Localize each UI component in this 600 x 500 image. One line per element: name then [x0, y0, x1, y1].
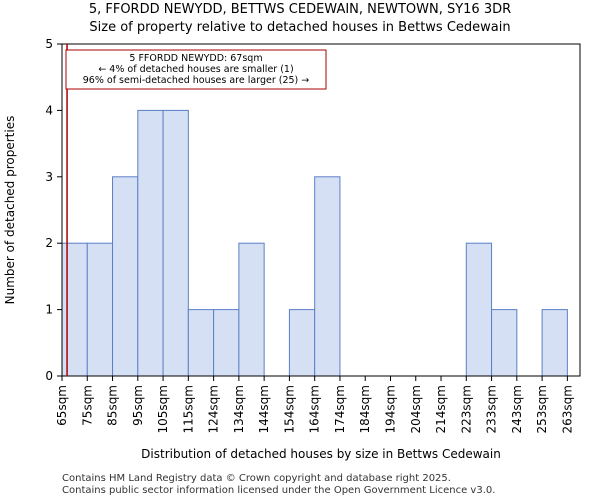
- x-tick-label: 243sqm: [510, 385, 524, 433]
- x-tick-label: 115sqm: [181, 385, 195, 433]
- x-ticks-group: 65sqm 75sqm 85sqm 95sqm 105sqm 115sqm 124sqm 13…: [55, 376, 574, 433]
- y-tick-label: 4: [45, 103, 53, 117]
- annotation-line-2: ← 4% of detached houses are smaller (1): [98, 64, 293, 75]
- x-tick-label: 154sqm: [282, 385, 296, 433]
- bar-75sqm: [86, 242, 114, 377]
- x-tick-label: 214sqm: [434, 385, 448, 433]
- x-tick-label: 233sqm: [485, 385, 499, 433]
- y-tick-label: 1: [45, 303, 53, 317]
- bar-223sqm: [465, 242, 493, 377]
- x-tick-label: 144sqm: [257, 385, 271, 433]
- bar-233sqm: [491, 309, 518, 377]
- x-tick-label: 194sqm: [383, 385, 397, 433]
- x-tick-label: 174sqm: [333, 385, 347, 433]
- chart-subtitle: Size of property relative to detached ho…: [89, 20, 511, 35]
- x-tick-label: 105sqm: [156, 385, 170, 433]
- x-tick-label: 223sqm: [459, 385, 473, 433]
- annotation-box: 5 FFORDD NEWYDD: 67sqm ← 4% of detached …: [65, 49, 327, 90]
- footer-copyright: Contains HM Land Registry data © Crown c…: [62, 473, 451, 484]
- bar-65sqm: [61, 242, 88, 377]
- bar-115sqm: [187, 309, 215, 377]
- plot-frame: [61, 43, 581, 377]
- bar-134sqm: [238, 242, 265, 377]
- y-tick-label: 3: [45, 170, 53, 184]
- chart-title: 5, FFORDD NEWYDD, BETTWS CEDEWAIN, NEWTO…: [88, 2, 512, 17]
- annotation-line-3: 96% of semi-detached houses are larger (…: [83, 75, 310, 86]
- y-ticks-group: 0 1 2 3 4 5: [45, 37, 62, 383]
- x-tick-label: 95sqm: [131, 385, 145, 426]
- bar-105sqm: [162, 109, 189, 377]
- x-tick-label: 85sqm: [106, 385, 120, 426]
- x-tick-label: 124sqm: [207, 385, 221, 433]
- x-tick-label: 263sqm: [560, 385, 574, 433]
- bar-154sqm: [288, 309, 316, 377]
- x-tick-label: 184sqm: [358, 385, 372, 433]
- bar-124sqm: [213, 309, 240, 377]
- y-axis-label: Number of detached properties: [3, 116, 17, 305]
- y-tick-label: 5: [45, 37, 53, 51]
- bars-group: [61, 109, 568, 377]
- bar-95sqm: [137, 109, 164, 377]
- x-tick-label: 65sqm: [55, 385, 69, 426]
- x-tick-label: 204sqm: [409, 385, 423, 433]
- x-tick-label: 134sqm: [232, 385, 246, 433]
- annotation-line-1: 5 FFORDD NEWYDD: 67sqm: [129, 53, 262, 64]
- x-tick-label: 253sqm: [535, 385, 549, 433]
- bar-253sqm: [541, 309, 568, 377]
- annotation-border: [65, 49, 327, 90]
- footer-licence: Contains public sector information licen…: [62, 485, 496, 496]
- x-tick-label: 164sqm: [308, 385, 322, 433]
- y-tick-label: 0: [45, 369, 53, 383]
- bar-85sqm: [112, 176, 139, 377]
- x-tick-label: 75sqm: [80, 385, 94, 426]
- y-tick-label: 2: [45, 236, 53, 250]
- x-axis-label: Distribution of detached houses by size …: [141, 447, 501, 461]
- bar-164sqm: [314, 176, 341, 377]
